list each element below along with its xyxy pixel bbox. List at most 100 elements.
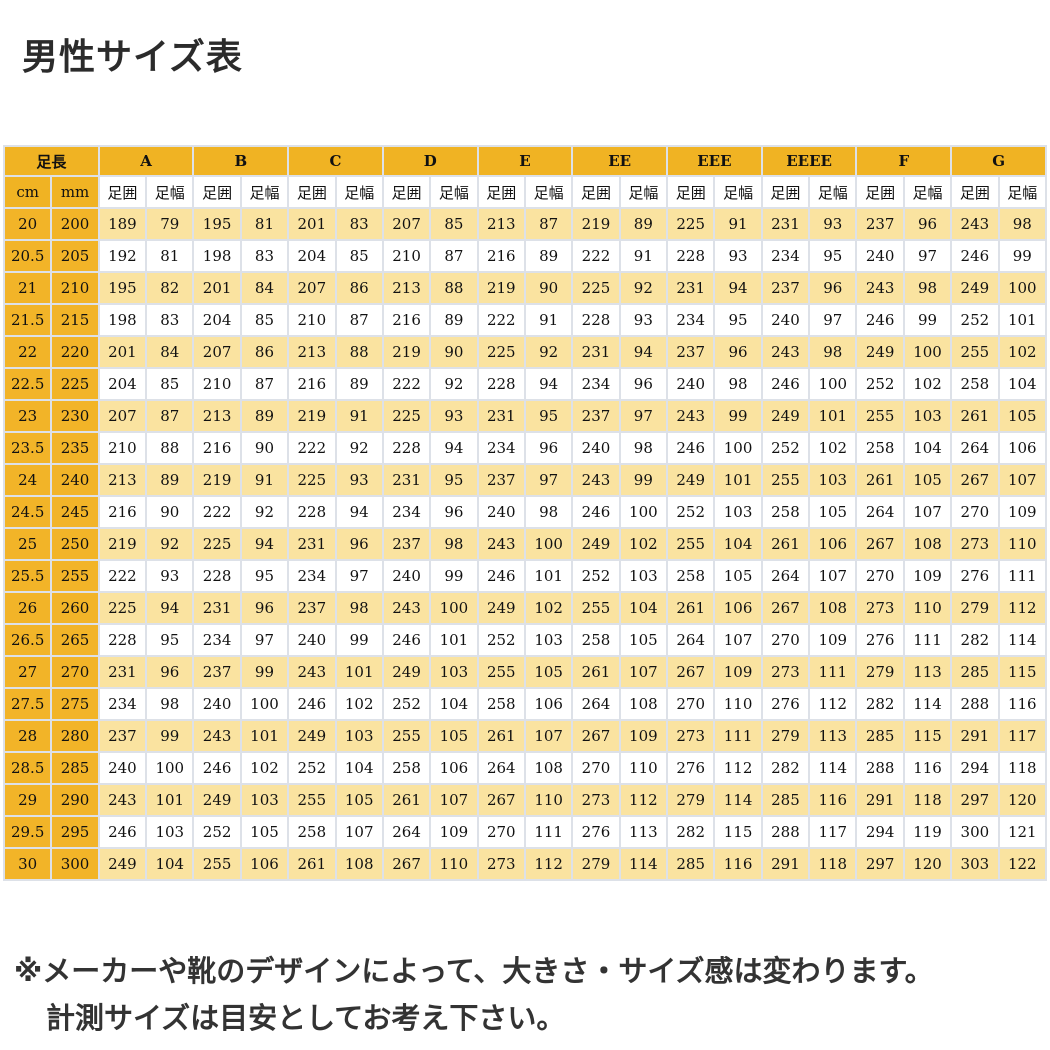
girth-cell: 243 — [97, 783, 148, 817]
width-cell: 114 — [902, 687, 953, 721]
girth-cell: 246 — [950, 239, 1000, 273]
width-cell: 103 — [523, 623, 574, 657]
sub-header-girth: 足囲 — [192, 175, 242, 209]
sub-header-girth: 足囲 — [381, 175, 432, 209]
width-cell: 91 — [334, 399, 384, 433]
width-header-g: G — [950, 145, 1047, 177]
girth-cell: 249 — [855, 335, 905, 369]
width-cell: 96 — [808, 271, 858, 305]
girth-cell: 300 — [950, 815, 1000, 849]
sub-header-width: 足幅 — [429, 175, 479, 209]
girth-cell: 255 — [571, 591, 621, 625]
girth-cell: 288 — [760, 815, 811, 849]
width-cell: 98 — [429, 527, 479, 561]
width-cell: 91 — [618, 239, 669, 273]
width-cell: 117 — [997, 719, 1048, 753]
width-header-ee: EE — [571, 145, 669, 177]
girth-cell: 288 — [950, 687, 1000, 721]
width-cell: 103 — [239, 783, 290, 817]
width-cell: 102 — [902, 367, 953, 401]
width-cell: 98 — [145, 687, 195, 721]
width-cell: 104 — [618, 591, 669, 625]
girth-cell: 276 — [666, 751, 716, 785]
girth-cell: 225 — [192, 527, 242, 561]
cm-cell: 21 — [2, 271, 53, 305]
cm-cell: 28 — [2, 719, 53, 753]
girth-cell: 240 — [666, 367, 716, 401]
width-cell: 118 — [902, 783, 953, 817]
width-cell: 122 — [997, 847, 1048, 881]
table-body: 20 200 189 79 195 81 201 83 207 85 213 87 219 89 225 91… — [2, 207, 1048, 881]
girth-cell: 273 — [666, 719, 716, 753]
width-cell: 105 — [713, 559, 763, 593]
girth-cell: 285 — [760, 783, 811, 817]
width-cell: 106 — [523, 687, 574, 721]
table-row: 24 240 213 89 219 91 225 93 231 95 237 97 243 99 249 10… — [2, 463, 1048, 497]
girth-cell: 234 — [287, 559, 337, 593]
width-cell: 110 — [618, 751, 669, 785]
width-cell: 100 — [429, 591, 479, 625]
girth-cell: 228 — [287, 495, 337, 529]
table-row: 20 200 189 79 195 81 201 83 207 85 213 87 219 89 225 91… — [2, 207, 1048, 241]
girth-cell: 264 — [855, 495, 905, 529]
girth-cell: 234 — [476, 431, 526, 465]
size-table: 足長 A B C D E EE EEE EEEE F G cm mm 足囲 足幅 足囲 足幅 足囲 足幅 足囲… — [2, 145, 1048, 881]
width-cell: 116 — [713, 847, 763, 881]
width-cell: 97 — [523, 463, 574, 497]
width-cell: 101 — [429, 623, 479, 657]
girth-cell: 225 — [97, 591, 148, 625]
table-row: 23 230 207 87 213 89 219 91 225 93 231 95 237 97 243 99… — [2, 399, 1048, 433]
width-cell: 92 — [145, 527, 195, 561]
girth-cell: 216 — [97, 495, 148, 529]
width-cell: 96 — [713, 335, 763, 369]
girth-cell: 270 — [855, 559, 905, 593]
width-header-d: D — [381, 145, 479, 177]
girth-cell: 255 — [287, 783, 337, 817]
width-cell: 120 — [902, 847, 953, 881]
width-cell: 114 — [808, 751, 858, 785]
mm-cell: 275 — [50, 687, 100, 721]
girth-cell: 213 — [97, 463, 148, 497]
width-cell: 105 — [997, 399, 1048, 433]
girth-cell: 249 — [287, 719, 337, 753]
girth-cell: 249 — [950, 271, 1000, 305]
girth-cell: 291 — [950, 719, 1000, 753]
girth-cell: 213 — [476, 207, 526, 241]
mm-cell: 260 — [50, 591, 100, 625]
sub-header-girth: 足囲 — [571, 175, 621, 209]
girth-cell: 264 — [666, 623, 716, 657]
girth-cell: 216 — [192, 431, 242, 465]
girth-cell: 252 — [192, 815, 242, 849]
cm-cell: 29.5 — [2, 815, 53, 849]
girth-cell: 237 — [192, 655, 242, 689]
width-cell: 90 — [145, 495, 195, 529]
girth-cell: 264 — [476, 751, 526, 785]
width-cell: 87 — [523, 207, 574, 241]
girth-cell: 231 — [666, 271, 716, 305]
girth-cell: 261 — [287, 847, 337, 881]
girth-cell: 261 — [476, 719, 526, 753]
girth-cell: 201 — [97, 335, 148, 369]
girth-cell: 270 — [666, 687, 716, 721]
girth-cell: 228 — [97, 623, 148, 657]
mm-cell: 300 — [50, 847, 100, 881]
girth-cell: 234 — [381, 495, 432, 529]
table-row: 26.5 265 228 95 234 97 240 99 246 101 252 103 258 105… — [2, 623, 1048, 657]
girth-cell: 258 — [950, 367, 1000, 401]
width-header-e: E — [476, 145, 574, 177]
girth-cell: 261 — [855, 463, 905, 497]
girth-cell: 243 — [760, 335, 811, 369]
width-cell: 106 — [997, 431, 1048, 465]
girth-cell: 231 — [192, 591, 242, 625]
cm-cell: 20.5 — [2, 239, 53, 273]
girth-cell: 231 — [760, 207, 811, 241]
table-row: 20.5 205 192 81 198 83 204 85 210 87 216 89 222 91 228… — [2, 239, 1048, 273]
width-cell: 103 — [902, 399, 953, 433]
girth-cell: 267 — [381, 847, 432, 881]
width-cell: 92 — [334, 431, 384, 465]
width-cell: 104 — [334, 751, 384, 785]
girth-cell: 291 — [855, 783, 905, 817]
width-cell: 92 — [239, 495, 290, 529]
width-cell: 113 — [618, 815, 669, 849]
foot-length-header: 足長 — [3, 145, 100, 177]
